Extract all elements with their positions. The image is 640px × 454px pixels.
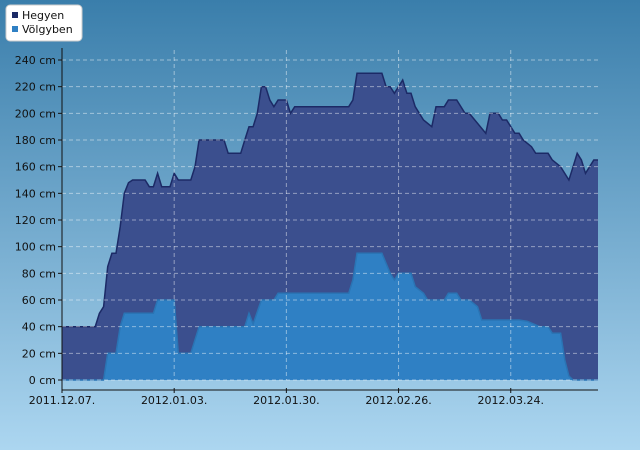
y-tick-label: 100 cm	[15, 241, 56, 254]
y-tick-label: 240 cm	[15, 54, 56, 67]
y-tick-label: 180 cm	[15, 134, 56, 147]
plot-area: 0 cm 20 cm 40 cm 60 cm 80 cm 100 cm 120 cm 140 …	[15, 48, 598, 407]
legend-label: Völgyben	[22, 23, 73, 36]
area-line	[62, 252, 598, 381]
y-tick-label: 0 cm	[29, 374, 56, 387]
y-tick-label: 60 cm	[22, 294, 56, 307]
area-line	[62, 72, 598, 328]
x-tick-label: 2012.03.24.	[478, 394, 544, 407]
x-tick-label: 2011.12.07.	[29, 394, 95, 407]
legend-label: Hegyen	[22, 9, 64, 22]
y-tick-label: 140 cm	[15, 187, 56, 200]
area	[62, 253, 598, 380]
x-tick-label: 2012.02.26.	[365, 394, 431, 407]
y-tick-label: 40 cm	[22, 321, 56, 334]
y-tick-label: 80 cm	[22, 267, 56, 280]
y-tick-label: 120 cm	[15, 214, 56, 227]
y-tick-label: 220 cm	[15, 81, 56, 94]
y-tick-label: 160 cm	[15, 161, 56, 174]
y-tick-label: 200 cm	[15, 107, 56, 120]
legend-swatch	[12, 12, 18, 18]
x-tick-label: 2012.01.03.	[141, 394, 207, 407]
x-tick-label: 2012.01.30.	[253, 394, 319, 407]
legend-swatch	[12, 26, 18, 32]
legend-box	[5, 4, 83, 42]
y-tick-label: 20 cm	[22, 347, 56, 360]
